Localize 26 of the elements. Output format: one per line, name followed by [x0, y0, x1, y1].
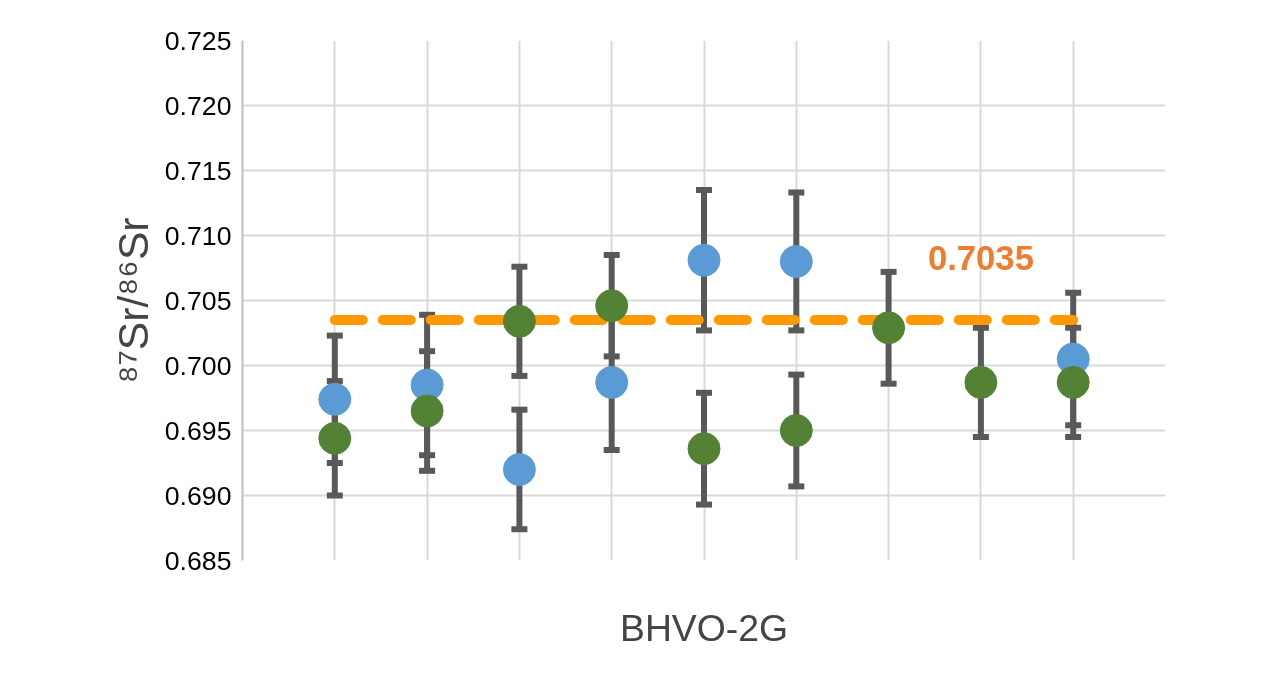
point: [1056, 365, 1090, 399]
point: [687, 432, 721, 466]
point: [779, 414, 813, 447]
y-tick-label: 0.700: [164, 350, 232, 381]
point: [687, 243, 721, 277]
y-tick-label: 0.710: [164, 220, 232, 251]
point: [502, 453, 536, 486]
point: [318, 421, 352, 455]
y-tick-label: 0.695: [164, 415, 232, 446]
y-tick-label: 0.685: [164, 545, 232, 576]
point: [872, 311, 906, 345]
ref-line-label: 0.7035: [927, 238, 1034, 277]
point: [964, 365, 998, 399]
y-axis-title: ⁸⁷Sr/⁸⁶Sr: [108, 217, 157, 384]
y-tick-label: 0.725: [164, 25, 232, 56]
x-axis-title: BHVO-2G: [619, 606, 789, 649]
y-tick-label: 0.690: [164, 480, 232, 511]
point: [410, 394, 444, 428]
point: [502, 304, 536, 338]
y-tick-label: 0.720: [164, 90, 232, 121]
point: [595, 365, 629, 399]
point: [779, 245, 813, 278]
y-tick-label: 0.705: [164, 285, 232, 316]
point: [595, 289, 629, 323]
point: [318, 382, 352, 416]
y-tick-label: 0.715: [164, 155, 232, 186]
